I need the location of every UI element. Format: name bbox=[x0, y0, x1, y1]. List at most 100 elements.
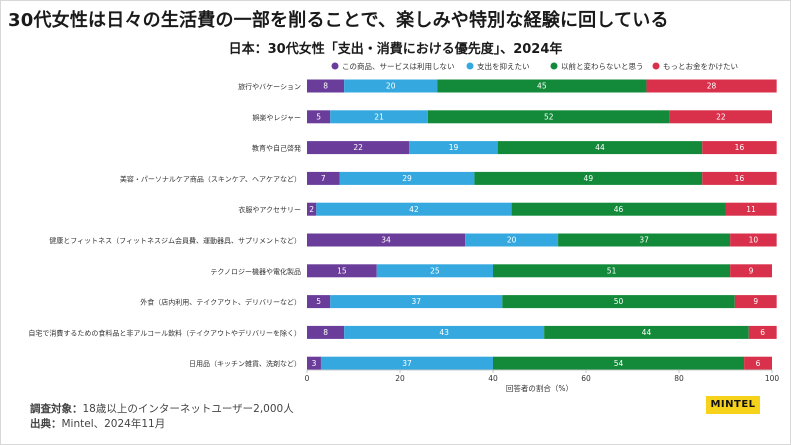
data-label: 51 bbox=[607, 266, 617, 275]
bar-segment bbox=[339, 171, 475, 185]
category-label: 美容・パーソナルケア商品（スキンケア、ヘアケアなど） bbox=[120, 174, 301, 183]
bar-segment bbox=[307, 233, 466, 247]
data-label: 9 bbox=[749, 266, 754, 275]
data-label: 45 bbox=[537, 82, 547, 91]
data-label: 50 bbox=[614, 297, 624, 306]
x-tick-label: 0 bbox=[305, 374, 310, 383]
data-label: 16 bbox=[735, 143, 745, 152]
data-label: 49 bbox=[584, 174, 594, 183]
category-label: 旅行やバケーション bbox=[238, 82, 301, 91]
data-label: 3 bbox=[312, 359, 317, 368]
footer-source: 出典：Mintel、2024年11月 bbox=[30, 416, 165, 431]
bar-segment bbox=[646, 79, 777, 93]
data-label: 6 bbox=[760, 328, 765, 337]
bar-segment bbox=[307, 110, 331, 124]
data-label: 19 bbox=[449, 143, 459, 152]
category-label: 衣服やアクセサリー bbox=[238, 205, 301, 214]
category-label: テクノロジー機器や電化製品 bbox=[210, 267, 301, 276]
category-label: 健康とフィットネス（フィットネスジム会員費、運動器具、サプリメントなど） bbox=[49, 236, 301, 245]
category-label: 外食（店内利用、テイクアウト、デリバリーなど） bbox=[140, 298, 301, 307]
data-label: 11 bbox=[746, 205, 756, 214]
data-label: 52 bbox=[544, 112, 554, 121]
bar-segment bbox=[558, 233, 731, 247]
bar-segment bbox=[702, 141, 777, 155]
legend-label: 以前と変わらないと思う bbox=[561, 61, 644, 71]
data-label: 44 bbox=[642, 328, 652, 337]
bar-segment bbox=[474, 171, 703, 185]
bar-segment bbox=[493, 356, 745, 370]
bar-segment bbox=[307, 264, 377, 278]
bar-segment bbox=[511, 202, 726, 216]
data-label: 37 bbox=[402, 359, 412, 368]
data-label: 2 bbox=[309, 205, 314, 214]
bar-segment bbox=[427, 110, 670, 124]
bar-segment bbox=[344, 79, 438, 93]
bar-segment bbox=[307, 202, 317, 216]
data-label: 22 bbox=[716, 112, 726, 121]
legend-label: 支出を抑えたい bbox=[477, 61, 530, 71]
data-label: 5 bbox=[316, 112, 321, 121]
data-label: 46 bbox=[614, 205, 624, 214]
bar-segment bbox=[734, 295, 777, 309]
data-label: 34 bbox=[381, 236, 391, 245]
bar-segment bbox=[409, 141, 498, 155]
x-tick-label: 60 bbox=[581, 374, 591, 383]
data-label: 9 bbox=[753, 297, 758, 306]
bar-segment bbox=[320, 356, 493, 370]
bar-segment bbox=[497, 141, 703, 155]
data-label: 16 bbox=[735, 174, 745, 183]
data-label: 28 bbox=[707, 82, 717, 91]
page-headline: 30代女性は日々の生活費の一部を削ることで、楽しみや特別な経験に回している bbox=[8, 10, 669, 31]
data-label: 37 bbox=[412, 297, 422, 306]
bar-segment bbox=[730, 233, 777, 247]
x-tick-label: 80 bbox=[674, 374, 684, 383]
data-label: 22 bbox=[353, 143, 363, 152]
data-label: 7 bbox=[321, 174, 326, 183]
bar-segment bbox=[437, 79, 647, 93]
data-label: 54 bbox=[614, 359, 624, 368]
x-tick-label: 40 bbox=[488, 374, 498, 383]
bar-segment bbox=[493, 264, 731, 278]
x-axis-title: 回答者の割合（%） bbox=[506, 383, 573, 393]
category-label: 教育や自己啓発 bbox=[252, 144, 301, 153]
data-label: 20 bbox=[386, 82, 396, 91]
footer-source-text: Mintel、2024年11月 bbox=[61, 418, 166, 430]
data-label: 5 bbox=[316, 297, 321, 306]
bar-segment bbox=[730, 264, 772, 278]
legend-swatch bbox=[550, 62, 558, 70]
legend-swatch bbox=[652, 62, 660, 70]
data-label: 8 bbox=[323, 328, 328, 337]
data-label: 44 bbox=[595, 143, 605, 152]
data-label: 20 bbox=[507, 236, 517, 245]
bar-segment bbox=[316, 202, 512, 216]
bar-segment bbox=[307, 325, 345, 339]
bar-segment bbox=[376, 264, 493, 278]
category-label: 自宅で消費するための食料品と非アルコール飲料（テイクアウトやデリバリーを除く） bbox=[28, 328, 301, 337]
data-label: 25 bbox=[430, 266, 440, 275]
bar-segment bbox=[544, 325, 749, 339]
data-label: 6 bbox=[756, 359, 761, 368]
x-tick-label: 20 bbox=[395, 374, 405, 383]
bar-segment bbox=[307, 295, 331, 309]
footer-sample-label: 調査対象： bbox=[30, 403, 83, 415]
bar-segment bbox=[344, 325, 545, 339]
footer-sample: 調査対象：18歳以上のインターネットユーザー2,000人 bbox=[30, 401, 294, 416]
bar-segment bbox=[307, 79, 345, 93]
category-label: 娯楽やレジャー bbox=[252, 113, 301, 122]
footer-sample-text: 18歳以上のインターネットユーザー2,000人 bbox=[82, 403, 294, 415]
data-label: 29 bbox=[402, 174, 412, 183]
data-label: 43 bbox=[439, 328, 449, 337]
bar-segment bbox=[330, 295, 503, 309]
legend-swatch bbox=[466, 62, 474, 70]
footer-source-label: 出典： bbox=[30, 418, 62, 430]
bar-segment bbox=[307, 356, 321, 370]
bar-segment bbox=[465, 233, 559, 247]
bar-segment bbox=[725, 202, 777, 216]
legend-label: この商品、サービスは利用しない bbox=[342, 61, 455, 71]
data-label: 8 bbox=[323, 82, 328, 91]
mintel-logo: MINTEL bbox=[706, 396, 760, 414]
legend-label: もっとお金をかけたい bbox=[663, 61, 738, 71]
bar-segment bbox=[307, 141, 410, 155]
bar-segment bbox=[669, 110, 772, 124]
